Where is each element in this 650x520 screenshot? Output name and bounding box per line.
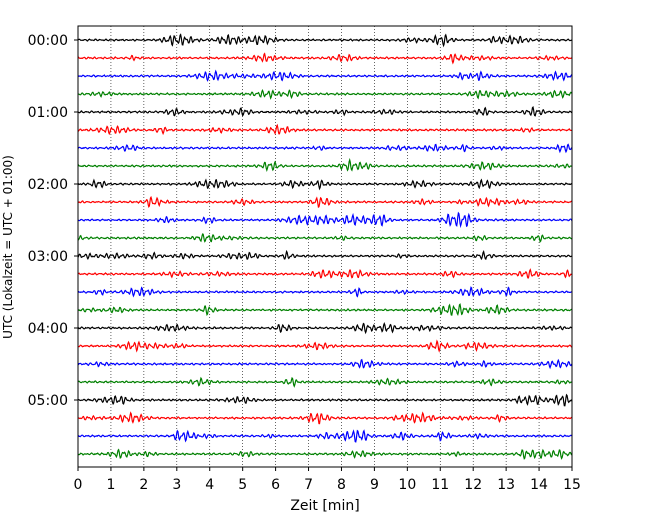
x-tick-label: 15	[563, 477, 581, 493]
x-tick-label: 5	[238, 477, 247, 493]
y-tick-label: 04:00	[28, 321, 68, 337]
seismic-trace	[77, 358, 573, 370]
x-tick-label: 14	[530, 477, 548, 493]
y-tick-label: 01:00	[28, 105, 68, 121]
y-axis-label: UTC (Lokalzeit = UTC + 01:00)	[1, 155, 15, 339]
seismic-trace	[77, 268, 573, 280]
seismic-trace	[77, 157, 573, 173]
x-tick-label: 7	[304, 477, 313, 493]
seismic-trace	[77, 178, 573, 191]
seismic-trace	[77, 123, 573, 136]
seismic-trace	[77, 33, 573, 48]
x-tick-label: 11	[431, 477, 449, 493]
x-tick-label: 12	[464, 477, 482, 493]
seismic-trace	[77, 376, 573, 388]
x-axis: 0 1 2 3 4 5 6 7 8 9 10 11 12 13 14 15	[74, 467, 581, 493]
y-tick-label: 00:00	[28, 33, 68, 49]
seismic-trace	[77, 233, 573, 243]
seismic-trace	[77, 448, 573, 460]
x-tick-label: 10	[398, 477, 416, 493]
x-tick-label: 3	[172, 477, 181, 493]
seismic-trace	[77, 249, 573, 261]
x-tick-label: 4	[205, 477, 214, 493]
seismic-trace	[77, 52, 573, 65]
seismic-trace	[77, 429, 573, 443]
seismic-trace	[77, 303, 573, 317]
seismic-trace	[77, 211, 573, 229]
seismic-trace	[77, 339, 573, 353]
seismic-trace	[77, 393, 573, 407]
x-tick-label: 0	[74, 477, 83, 493]
y-axis: 00:00 01:00 02:00 03:00 04:00 05:00	[28, 33, 78, 409]
seismic-trace	[77, 411, 573, 425]
x-tick-label: 2	[139, 477, 148, 493]
x-tick-label: 9	[370, 477, 379, 493]
seismic-trace	[77, 321, 573, 335]
seismic-trace	[77, 88, 573, 100]
x-axis-label: Zeit [min]	[290, 498, 359, 514]
seismic-trace	[77, 286, 573, 298]
trace-group	[77, 33, 573, 460]
seismic-trace	[77, 69, 573, 82]
y-tick-label: 03:00	[28, 249, 68, 265]
x-tick-label: 6	[271, 477, 280, 493]
seismic-trace	[77, 195, 572, 209]
x-tick-label: 8	[337, 477, 346, 493]
y-tick-label: 02:00	[28, 177, 68, 193]
y-tick-label: 05:00	[28, 393, 68, 409]
plot-frame	[77, 25, 573, 468]
seismic-trace	[77, 105, 573, 117]
x-tick-label: 1	[106, 477, 115, 493]
x-tick-label: 13	[497, 477, 515, 493]
seismic-trace	[77, 143, 573, 154]
